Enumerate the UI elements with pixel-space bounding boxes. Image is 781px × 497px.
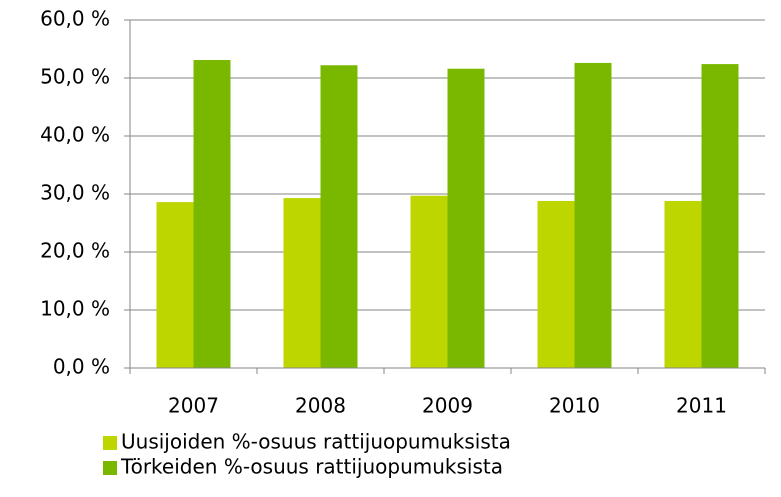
x-tick-label: 2007 bbox=[168, 394, 219, 418]
bar bbox=[537, 200, 575, 368]
y-tick-label: 40,0 % bbox=[40, 123, 110, 147]
y-tick-label: 10,0 % bbox=[40, 297, 110, 321]
bar bbox=[193, 60, 231, 369]
bar bbox=[320, 65, 358, 369]
bar bbox=[410, 195, 448, 368]
x-tick-label: 2009 bbox=[422, 394, 473, 418]
legend-label: Törkeiden %-osuus rattijuopumuksista bbox=[120, 455, 503, 479]
y-tick-label: 20,0 % bbox=[40, 239, 110, 263]
x-tick-label: 2011 bbox=[676, 394, 727, 418]
bar bbox=[447, 68, 485, 368]
y-tick-label: 60,0 % bbox=[40, 7, 110, 31]
x-tick-label: 2010 bbox=[549, 394, 600, 418]
legend-swatch bbox=[103, 436, 117, 450]
bar bbox=[664, 200, 702, 368]
y-tick-label: 0,0 % bbox=[53, 355, 110, 379]
y-tick-label: 50,0 % bbox=[40, 65, 110, 89]
bar bbox=[701, 64, 739, 368]
legend-label: Uusijoiden %-osuus rattijuopumuksista bbox=[121, 430, 511, 454]
y-tick-label: 30,0 % bbox=[40, 181, 110, 205]
bar bbox=[156, 202, 194, 368]
x-tick-label: 2008 bbox=[295, 394, 346, 418]
legend-swatch bbox=[103, 461, 117, 475]
bar bbox=[283, 198, 321, 368]
bar bbox=[574, 62, 612, 369]
